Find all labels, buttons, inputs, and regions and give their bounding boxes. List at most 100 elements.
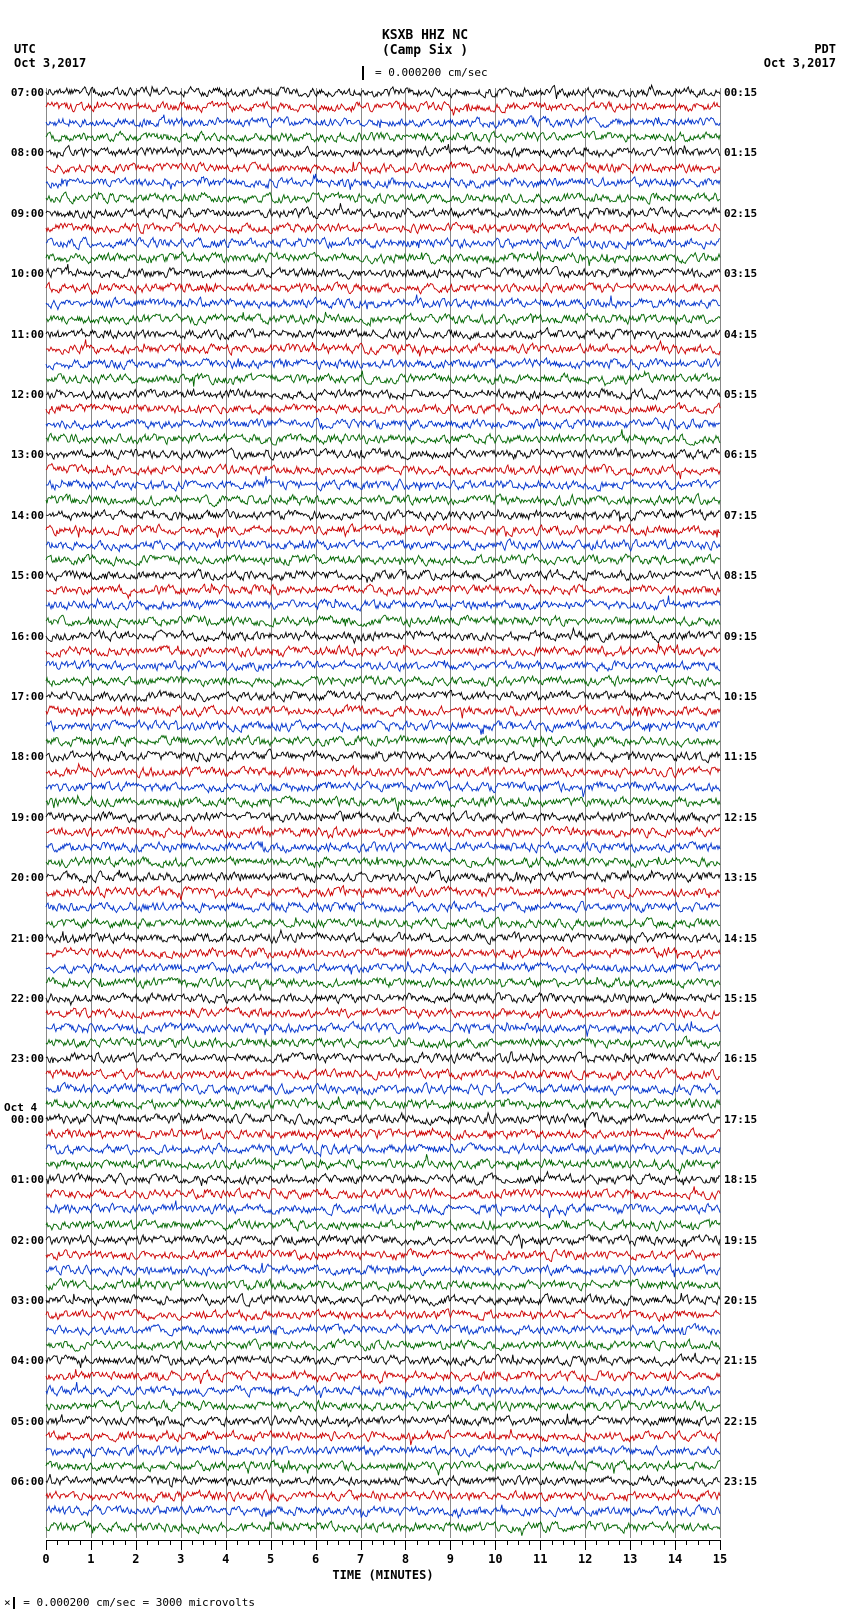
xtick-minor — [507, 1540, 508, 1545]
seismic-trace — [46, 85, 720, 99]
xtick-minor — [653, 1540, 654, 1545]
xtick-major — [181, 1540, 182, 1550]
right-date: Oct 3,2017 — [764, 56, 836, 70]
seismic-trace — [46, 1504, 720, 1518]
pdt-hour-label: 20:15 — [724, 1294, 757, 1307]
xtick-label: 11 — [533, 1552, 547, 1566]
grid-vertical — [720, 88, 721, 1538]
xtick-label: 8 — [402, 1552, 409, 1566]
seismic-trace — [46, 1459, 720, 1473]
seismic-trace — [46, 538, 720, 552]
pdt-hour-label: 10:15 — [724, 690, 757, 703]
seismic-trace — [46, 281, 720, 295]
seismic-trace — [46, 553, 720, 567]
pdt-hour-label: 11:15 — [724, 750, 757, 763]
seismic-trace — [46, 115, 720, 129]
seismic-trace — [46, 931, 720, 945]
seismic-trace — [46, 402, 720, 416]
pdt-hour-label: 03:15 — [724, 267, 757, 280]
footer-text: = 0.000200 cm/sec = 3000 microvolts — [17, 1596, 255, 1609]
pdt-hour-label: 19:15 — [724, 1234, 757, 1247]
xtick-minor — [170, 1540, 171, 1545]
xtick-label: 12 — [578, 1552, 592, 1566]
seismic-trace — [46, 1187, 720, 1201]
seismic-trace — [46, 810, 720, 824]
seismic-trace — [46, 644, 720, 658]
utc-hour-label: 01:00 — [4, 1173, 44, 1186]
seismic-trace — [46, 1248, 720, 1262]
seismic-trace — [46, 1021, 720, 1035]
seismic-trace — [46, 145, 720, 159]
seismic-trace — [46, 342, 720, 356]
xtick-minor — [259, 1540, 260, 1545]
xtick-minor — [709, 1540, 710, 1545]
xtick-minor — [102, 1540, 103, 1545]
xtick-minor — [147, 1540, 148, 1545]
xtick-major — [720, 1540, 721, 1550]
seismic-trace — [46, 432, 720, 446]
xtick-major — [46, 1540, 47, 1550]
xtick-label: 3 — [177, 1552, 184, 1566]
station-code: KSXB HHZ NC — [0, 28, 850, 43]
pdt-hour-label: 01:15 — [724, 146, 757, 159]
xtick-minor — [372, 1540, 373, 1545]
seismic-trace — [46, 266, 720, 280]
utc-hour-label: 18:00 — [4, 750, 44, 763]
seismic-trace — [46, 1444, 720, 1458]
xtick-minor — [698, 1540, 699, 1545]
pdt-hour-label: 17:15 — [724, 1113, 757, 1126]
station-location: (Camp Six ) — [0, 43, 850, 58]
xtick-major — [450, 1540, 451, 1550]
seismic-trace — [46, 1112, 720, 1126]
utc-hour-label: 13:00 — [4, 448, 44, 461]
xtick-minor — [203, 1540, 204, 1545]
seismic-trace — [46, 100, 720, 114]
xtick-label: 1 — [87, 1552, 94, 1566]
xtick-minor — [529, 1540, 530, 1545]
xtick-label: 14 — [668, 1552, 682, 1566]
utc-hour-label: 12:00 — [4, 388, 44, 401]
xtick-minor — [552, 1540, 553, 1545]
seismic-trace — [46, 417, 720, 431]
seismic-trace — [46, 583, 720, 597]
xtick-major — [91, 1540, 92, 1550]
seismic-trace — [46, 629, 720, 643]
x-axis-title: TIME (MINUTES) — [46, 1568, 720, 1582]
utc-hour-label: 11:00 — [4, 328, 44, 341]
seismic-trace — [46, 508, 720, 522]
xtick-minor — [518, 1540, 519, 1545]
xtick-minor — [158, 1540, 159, 1545]
seismic-trace — [46, 1157, 720, 1171]
utc-hour-label: 10:00 — [4, 267, 44, 280]
xtick-minor — [664, 1540, 665, 1545]
seismic-trace — [46, 719, 720, 733]
seismic-trace — [46, 734, 720, 748]
x-axis: TIME (MINUTES) 0123456789101112131415 — [46, 1540, 720, 1590]
scale-indicator: = 0.000200 cm/sec — [0, 66, 850, 80]
seismic-trace — [46, 1202, 720, 1216]
seismic-trace — [46, 704, 720, 718]
pdt-hour-label: 18:15 — [724, 1173, 757, 1186]
pdt-hour-label: 04:15 — [724, 328, 757, 341]
seismic-trace — [46, 191, 720, 205]
xtick-minor — [282, 1540, 283, 1545]
seismic-trace — [46, 976, 720, 990]
pdt-hour-label: 23:15 — [724, 1475, 757, 1488]
xtick-label: 7 — [357, 1552, 364, 1566]
utc-hour-label: 16:00 — [4, 630, 44, 643]
seismic-trace — [46, 1172, 720, 1186]
utc-hour-label: 08:00 — [4, 146, 44, 159]
utc-hour-label: 02:00 — [4, 1234, 44, 1247]
xtick-major — [316, 1540, 317, 1550]
seismic-trace — [46, 1353, 720, 1367]
xtick-major — [136, 1540, 137, 1550]
xtick-minor — [338, 1540, 339, 1545]
seismic-trace — [46, 1384, 720, 1398]
seismic-trace — [46, 296, 720, 310]
seismic-trace — [46, 523, 720, 537]
utc-hour-label: 15:00 — [4, 569, 44, 582]
seismic-trace — [46, 463, 720, 477]
seismic-trace — [46, 840, 720, 854]
xtick-minor — [57, 1540, 58, 1545]
seismic-trace — [46, 221, 720, 235]
